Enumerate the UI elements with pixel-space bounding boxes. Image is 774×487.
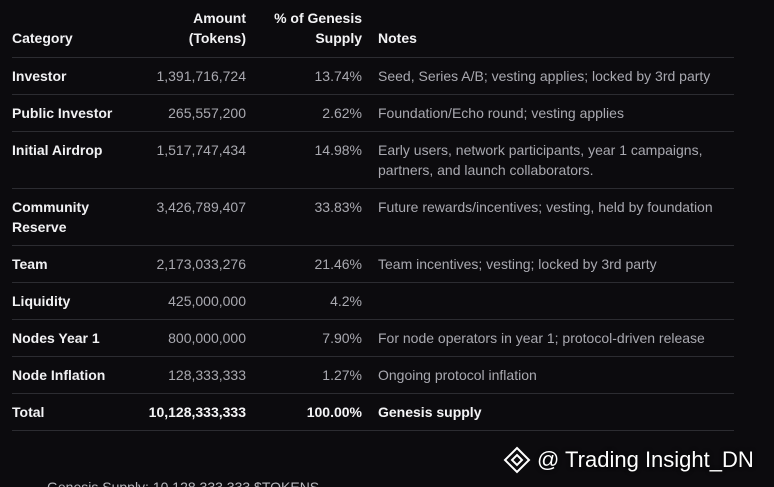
row-percent: 7.90% [246,319,362,357]
row-category: Nodes Year 1 [12,319,140,357]
token-allocation-table: Category Amount (Tokens) % of Genesis Su… [12,6,734,431]
total-row: Total 10,128,333,333 100.00% Genesis sup… [12,393,734,431]
row-amount: 1,391,716,724 [140,57,246,95]
row-amount: 800,000,000 [140,319,246,357]
row-amount: 3,426,789,407 [140,188,246,246]
row-category: Investor [12,57,140,95]
row-notes: Future rewards/incentives; vesting, held… [362,188,734,246]
header-amount-line2: (Tokens) [188,30,246,46]
row-notes: Early users, network participants, year … [362,131,734,189]
row-category: Team [12,245,140,283]
row-amount: 2,173,033,276 [140,245,246,283]
total-category: Total [12,393,140,431]
table-header-row: Category Amount (Tokens) % of Genesis Su… [12,6,734,58]
total-amount: 10,128,333,333 [140,393,246,431]
row-notes: Seed, Series A/B; vesting applies; locke… [362,57,734,95]
row-percent: 2.62% [246,94,362,132]
total-notes: Genesis supply [362,393,734,431]
row-category: Liquidity [12,282,140,320]
row-notes: For node operators in year 1; protocol-d… [362,319,734,357]
header-category: Category [12,6,140,58]
header-percent: % of Genesis Supply [246,6,362,58]
table-body: Investor 1,391,716,724 13.74% Seed, Seri… [12,57,734,431]
table-row: Nodes Year 1 800,000,000 7.90% For node … [12,319,734,357]
row-category: Community Reserve [12,188,140,246]
watermark: @ Trading Insight_DN [503,446,754,474]
row-percent: 13.74% [246,57,362,95]
table-row: Node Inflation 128,333,333 1.27% Ongoing… [12,356,734,394]
watermark-text: @ Trading Insight_DN [537,447,754,472]
header-percent-line1: % of Genesis [274,10,362,26]
binance-diamond-icon [503,446,531,474]
table-row: Initial Airdrop 1,517,747,434 14.98% Ear… [12,131,734,189]
header-amount: Amount (Tokens) [140,6,246,58]
table-row: Public Investor 265,557,200 2.62% Founda… [12,94,734,132]
genesis-supply-line: Genesis Supply: 10,128,333,333 $TOKENS [47,479,320,487]
row-notes [362,282,734,320]
row-percent: 14.98% [246,131,362,189]
table-row: Liquidity 425,000,000 4.2% [12,282,734,320]
header-notes: Notes [362,6,734,58]
total-percent: 100.00% [246,393,362,431]
row-notes: Foundation/Echo round; vesting applies [362,94,734,132]
row-notes: Ongoing protocol inflation [362,356,734,394]
row-amount: 425,000,000 [140,282,246,320]
table-row: Investor 1,391,716,724 13.74% Seed, Seri… [12,57,734,95]
header-amount-line1: Amount [193,10,246,26]
row-percent: 4.2% [246,282,362,320]
row-amount: 128,333,333 [140,356,246,394]
row-percent: 21.46% [246,245,362,283]
row-percent: 1.27% [246,356,362,394]
row-category: Public Investor [12,94,140,132]
row-notes: Team incentives; vesting; locked by 3rd … [362,245,734,283]
table-row: Team 2,173,033,276 21.46% Team incentive… [12,245,734,283]
row-category: Node Inflation [12,356,140,394]
table-row: Community Reserve 3,426,789,407 33.83% F… [12,188,734,246]
row-category: Initial Airdrop [12,131,140,189]
row-percent: 33.83% [246,188,362,246]
header-percent-line2: Supply [315,30,362,46]
row-amount: 265,557,200 [140,94,246,132]
row-amount: 1,517,747,434 [140,131,246,189]
